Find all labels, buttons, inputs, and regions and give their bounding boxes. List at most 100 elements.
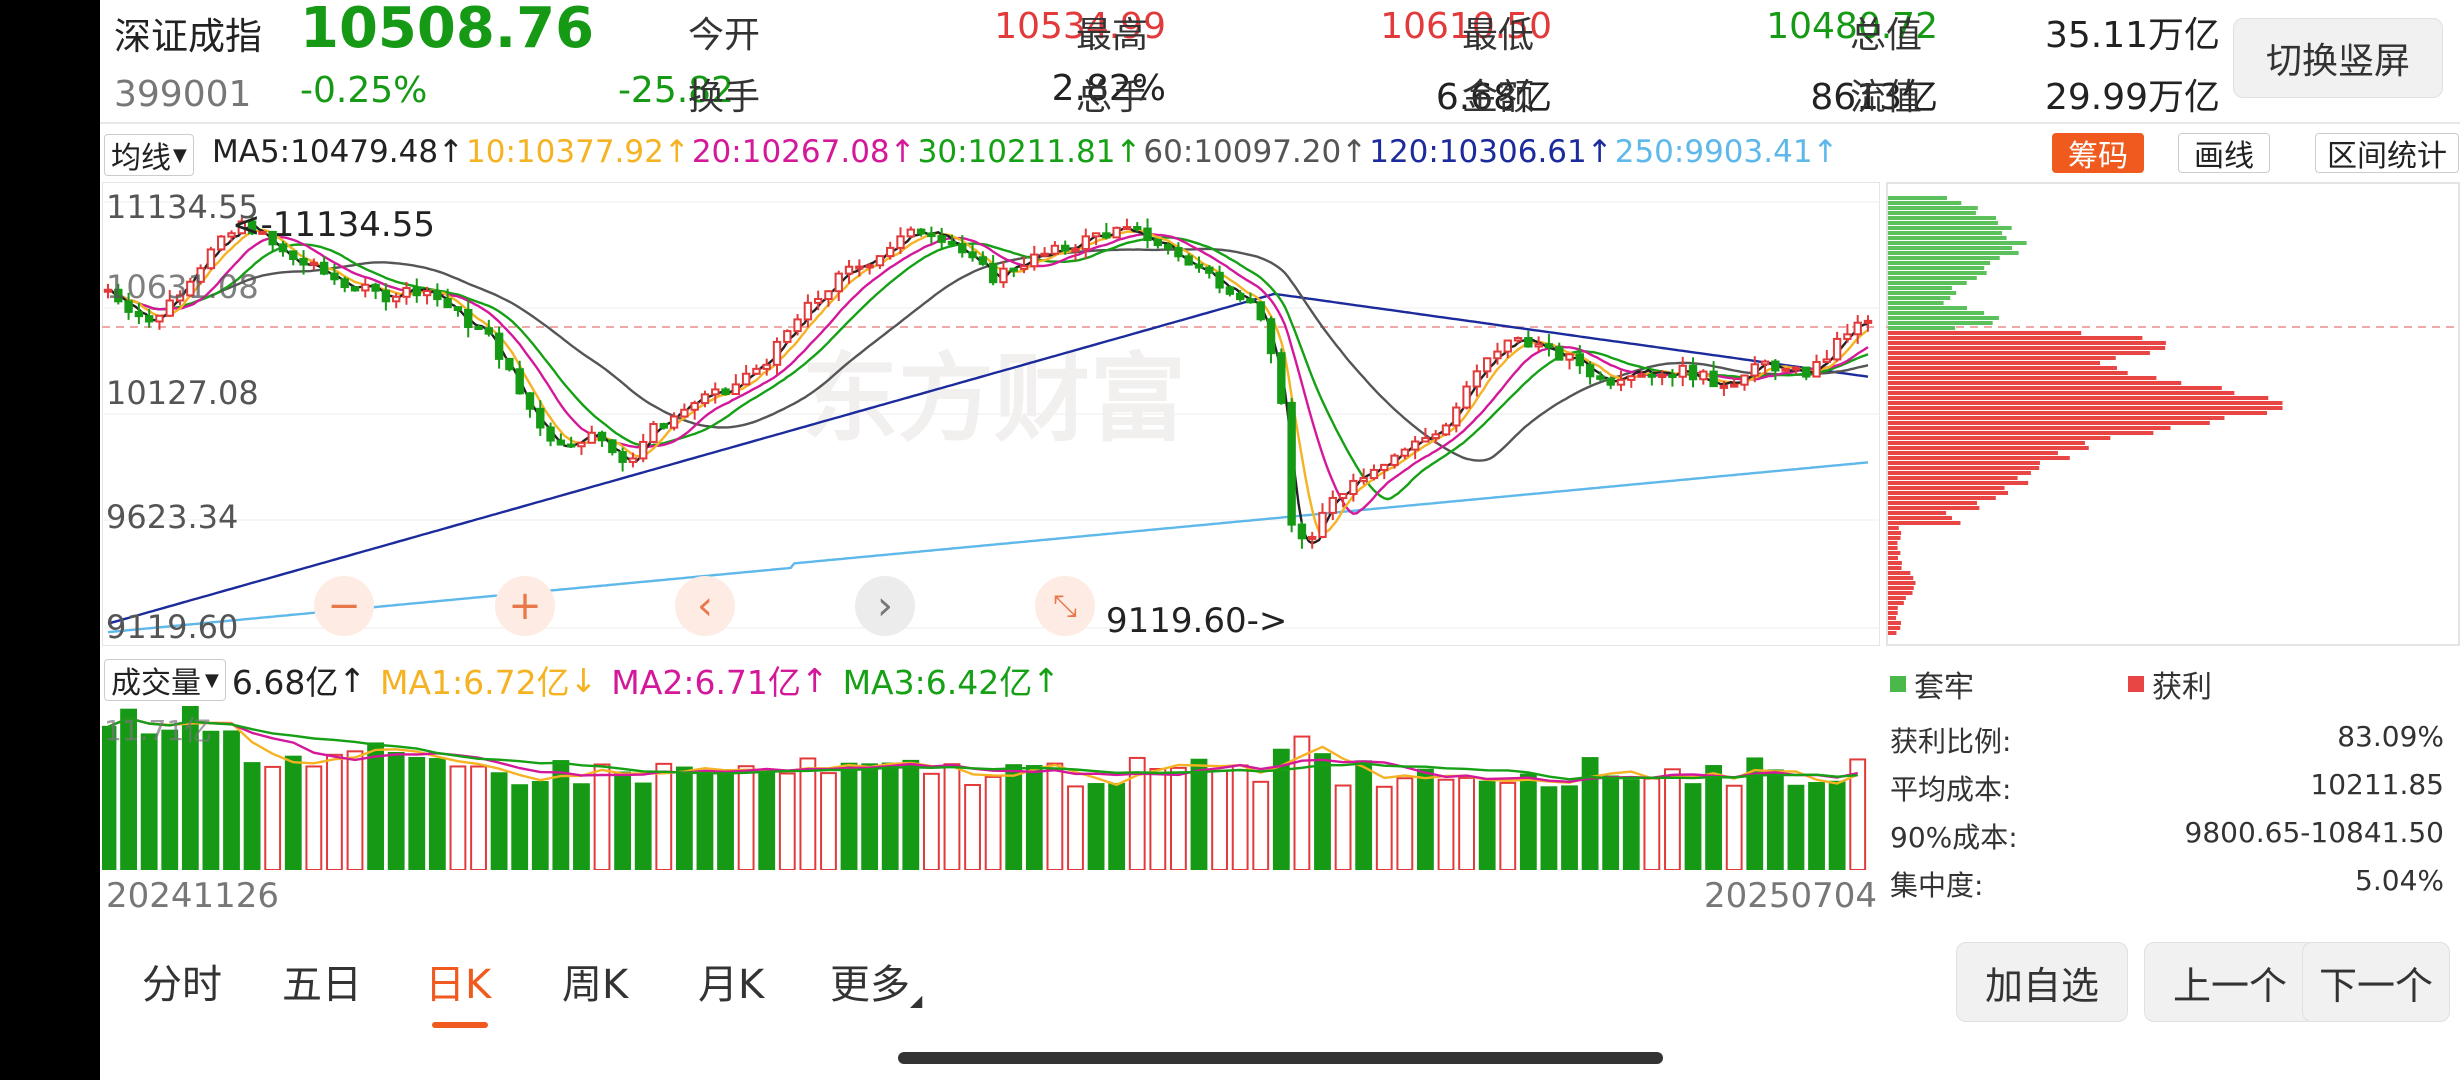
active-tab-indicator bbox=[432, 1022, 488, 1028]
draw-line-button[interactable]: 画线 bbox=[2178, 133, 2270, 174]
volume-bar bbox=[675, 766, 693, 870]
volume-indicator-select[interactable]: 成交量 ▼ bbox=[104, 659, 226, 701]
start-date: 20241126 bbox=[106, 876, 280, 916]
chip-bar bbox=[1888, 286, 1952, 290]
candle bbox=[505, 357, 514, 372]
zoom-in-button[interactable]: + bbox=[495, 576, 555, 636]
volume-bar bbox=[470, 765, 487, 870]
candle bbox=[1812, 354, 1821, 378]
chip-bar bbox=[1888, 446, 2089, 450]
candle bbox=[474, 324, 483, 331]
candle bbox=[721, 387, 730, 396]
candle bbox=[597, 430, 607, 447]
chip-bar bbox=[1888, 476, 2018, 480]
candle bbox=[1225, 285, 1235, 297]
volume-bar bbox=[1396, 777, 1414, 870]
candle bbox=[247, 214, 257, 236]
volume-bar bbox=[1808, 782, 1825, 870]
total-volume-label: 总手 bbox=[1076, 77, 1149, 118]
volume-bar bbox=[573, 783, 590, 870]
candle bbox=[103, 283, 113, 299]
ma-type-select[interactable]: 均线 ▼ bbox=[104, 134, 194, 176]
tab-weekly-k[interactable]: 周K bbox=[562, 962, 629, 1008]
chip-bar bbox=[1888, 346, 2166, 350]
candle bbox=[536, 400, 545, 436]
tab-daily-k[interactable]: 日K bbox=[425, 962, 492, 1008]
candle bbox=[464, 299, 473, 338]
candle bbox=[587, 425, 596, 444]
chip-bar bbox=[1888, 201, 1962, 205]
candle bbox=[1400, 447, 1410, 460]
fullscreen-button[interactable]: ⤡ bbox=[1035, 576, 1095, 636]
candle bbox=[669, 412, 679, 431]
candle bbox=[628, 452, 638, 468]
candle bbox=[1544, 334, 1554, 357]
y-axis-label: 11134.55 bbox=[106, 188, 259, 226]
candle bbox=[1071, 243, 1080, 261]
chip-bar bbox=[1888, 511, 1947, 515]
add-watchlist-button[interactable]: 加自选 bbox=[1956, 942, 2128, 1022]
candle bbox=[1699, 369, 1708, 385]
tab-intraday[interactable]: 分时 bbox=[142, 962, 222, 1008]
candle bbox=[1040, 247, 1049, 258]
candle bbox=[1863, 315, 1873, 332]
next-button[interactable]: 下一个 bbox=[2302, 942, 2450, 1022]
chip-bar bbox=[1888, 471, 2031, 475]
float-value-label: 流值 bbox=[1850, 77, 1923, 118]
candle bbox=[525, 392, 535, 418]
change-percent: -0.25% bbox=[300, 70, 428, 111]
candle bbox=[299, 250, 308, 275]
volume-bar bbox=[511, 784, 529, 870]
kline-chart[interactable]: 东方财富 11134.55 10631.08 10127.08 9623.34 … bbox=[102, 182, 1880, 646]
candle bbox=[196, 264, 205, 285]
candle bbox=[227, 230, 236, 242]
turnover-value: 2.82% bbox=[1051, 68, 1166, 109]
volume-bar bbox=[1581, 757, 1599, 870]
tab-five-day[interactable]: 五日 bbox=[282, 962, 362, 1008]
scroll-right-button[interactable]: › bbox=[855, 576, 915, 636]
chip-bar bbox=[1888, 386, 2222, 390]
chip-bar bbox=[1888, 321, 1993, 325]
chip-bar bbox=[1888, 436, 2111, 440]
candle bbox=[350, 286, 360, 292]
range-stats-button[interactable]: 区间统计 bbox=[2315, 133, 2459, 174]
index-name: 深证成指 bbox=[114, 15, 262, 58]
switch-portrait-button[interactable]: 切换竖屏 bbox=[2233, 18, 2443, 98]
candle bbox=[1565, 353, 1574, 370]
candle bbox=[1832, 331, 1842, 362]
volume-bar bbox=[326, 753, 343, 870]
candle bbox=[1030, 245, 1039, 271]
candle bbox=[114, 283, 123, 305]
chip-distribution-button[interactable]: 筹码 bbox=[2052, 133, 2144, 174]
scroll-left-button[interactable]: ‹ bbox=[675, 576, 735, 636]
tab-monthly-k[interactable]: 月K bbox=[698, 962, 765, 1008]
candle bbox=[834, 270, 843, 302]
previous-button[interactable]: 上一个 bbox=[2144, 942, 2316, 1022]
tab-more[interactable]: 更多◢ bbox=[830, 962, 923, 1010]
volume-bar bbox=[428, 758, 446, 870]
dropdown-arrow-icon: ▼ bbox=[205, 669, 219, 691]
candle bbox=[1009, 267, 1018, 278]
candle bbox=[309, 258, 319, 270]
profit-ratio-value: 83.09% bbox=[2337, 720, 2444, 753]
chip-bar bbox=[1888, 216, 1997, 220]
chip-bar bbox=[1888, 411, 2268, 415]
candle bbox=[1616, 370, 1626, 392]
volume-bar bbox=[1725, 784, 1743, 870]
volume-bar bbox=[387, 752, 405, 870]
volume-bar bbox=[902, 759, 920, 870]
zoom-out-button[interactable]: − bbox=[314, 576, 374, 636]
high-value: 10610.50 bbox=[1380, 6, 1552, 47]
volume-bar bbox=[449, 765, 467, 870]
avg-cost-label: 平均成本: bbox=[1890, 773, 2012, 806]
candle bbox=[1585, 361, 1595, 385]
volume-bar bbox=[820, 772, 837, 870]
ma120-value: 120:10306.61↑ bbox=[1369, 134, 1613, 170]
low-annotation: 9119.60-> bbox=[1106, 601, 1287, 641]
ma30-line bbox=[107, 236, 1869, 501]
chip-bar bbox=[1888, 531, 1902, 535]
candle bbox=[1843, 323, 1852, 343]
candle bbox=[844, 259, 854, 284]
volume-bar bbox=[1272, 748, 1290, 870]
candle bbox=[1503, 339, 1512, 359]
